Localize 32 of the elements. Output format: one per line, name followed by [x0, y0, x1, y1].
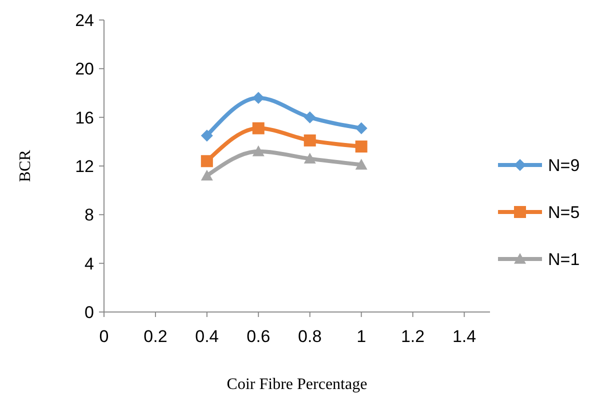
legend-label: N=1 — [548, 250, 580, 269]
y-tick-label: 20 — [75, 60, 94, 79]
legend-label: N=5 — [548, 202, 580, 222]
x-tick-label: 0.6 — [246, 327, 270, 346]
point — [304, 152, 316, 164]
x-axis-title: Coir Fibre Percentage — [226, 376, 368, 393]
point — [355, 158, 368, 170]
x-tick-label: 1.2 — [400, 327, 425, 346]
x-tick-label: 0.4 — [195, 327, 219, 346]
point — [304, 134, 316, 146]
y-tick-label: 16 — [75, 108, 94, 128]
x-tick-label: 0.2 — [144, 327, 168, 346]
y-tick-label: 24 — [75, 10, 94, 30]
point — [355, 122, 368, 134]
x-tick-label: 1 — [356, 327, 366, 346]
x-tick-label: 0.8 — [298, 327, 322, 346]
point — [252, 92, 264, 104]
y-tick-label: 12 — [75, 156, 94, 176]
point — [252, 122, 264, 134]
point — [355, 140, 368, 153]
x-tick-label: 1.4 — [452, 327, 476, 346]
y-tick-label: 4 — [84, 254, 94, 274]
point — [200, 130, 213, 142]
y-axis-title: BCR — [17, 150, 34, 182]
point — [200, 155, 213, 168]
point — [304, 111, 316, 124]
legend-label: N=9 — [548, 156, 580, 175]
x-tick-label: 0 — [99, 327, 109, 346]
point — [200, 170, 213, 181]
y-tick-label: 0 — [84, 302, 94, 322]
point — [252, 145, 264, 156]
y-tick-label: 8 — [84, 206, 94, 225]
